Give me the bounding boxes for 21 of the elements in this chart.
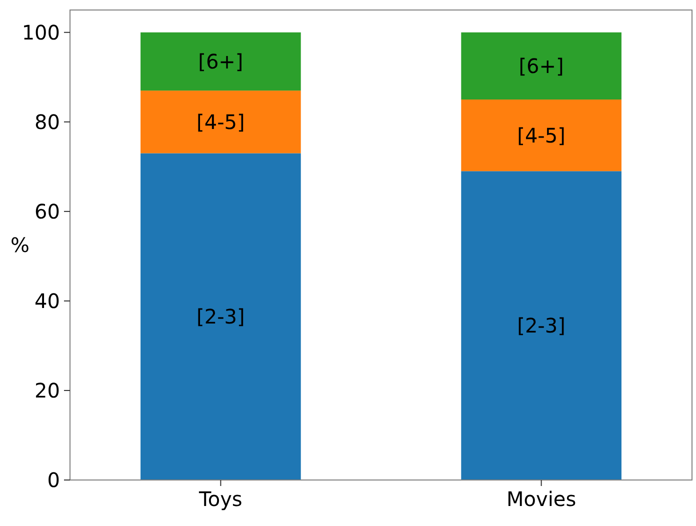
- y-tick-label: 60: [34, 199, 60, 224]
- y-tick-label: 80: [34, 110, 60, 134]
- x-tick-label: Movies: [506, 487, 576, 511]
- y-tick-label: 40: [34, 288, 60, 313]
- text: [6+]: [518, 54, 564, 78]
- bar: [140, 90, 301, 154]
- bar: [140, 153, 301, 480]
- bar: [140, 32, 301, 91]
- bar: [461, 100, 622, 172]
- text: [4-5]: [517, 123, 566, 148]
- x-tick-label: Toys: [198, 487, 242, 511]
- y-tick-label: 0: [47, 468, 60, 492]
- series-label: [4-5]: [196, 110, 245, 134]
- y-tick-label: 20: [34, 378, 60, 402]
- series-label: [6+]: [198, 49, 244, 74]
- bar: [461, 171, 622, 480]
- y-axis-title: %: [10, 233, 30, 257]
- y-tick-label: 100: [22, 20, 60, 44]
- text: [2-3]: [196, 304, 245, 329]
- series-label: [2-3]: [517, 314, 566, 338]
- bar: [461, 32, 622, 100]
